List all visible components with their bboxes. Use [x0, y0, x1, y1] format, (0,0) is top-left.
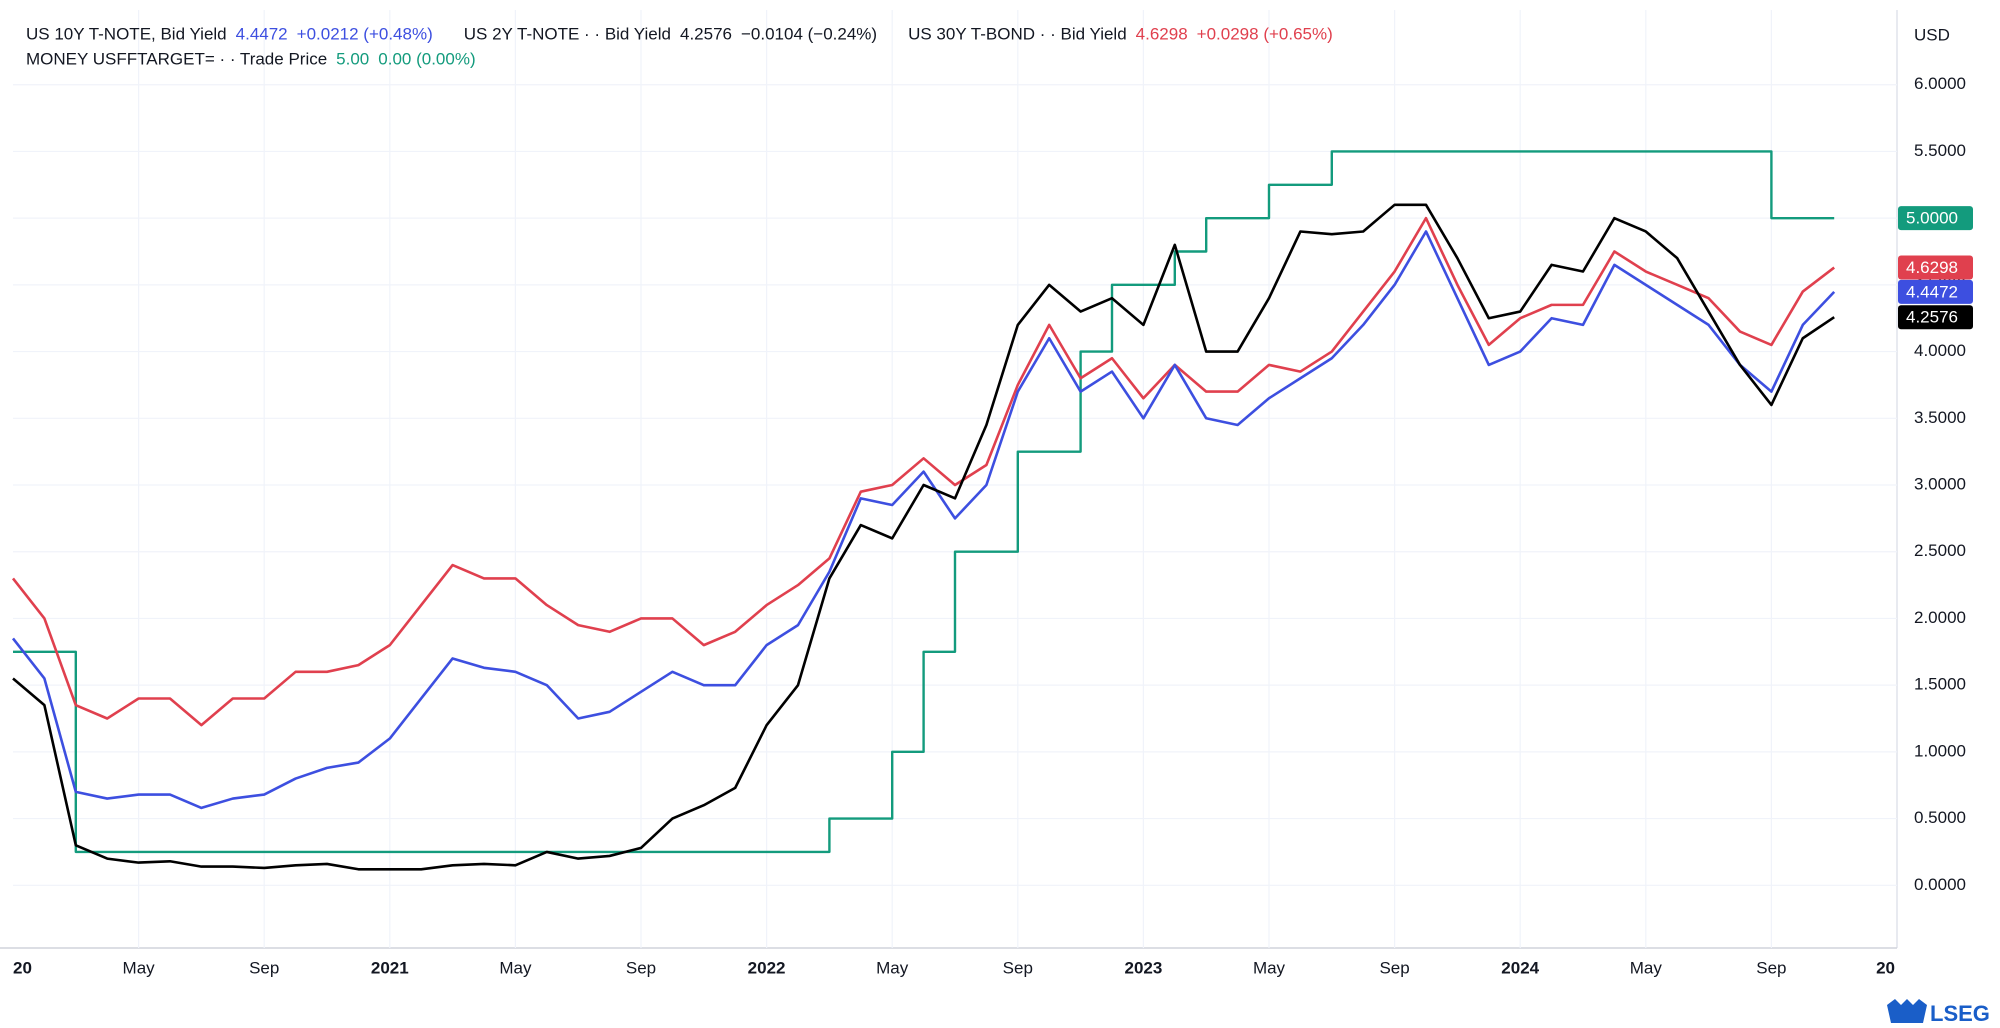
legend-entry: US 30Y T-BOND · · Bid Yield 4.6298 +0.0298… [908, 24, 1333, 43]
last-value-badge: 4.2576 [1898, 305, 1973, 330]
last-value-badge: 4.4472 [1898, 279, 1973, 304]
x-tick-label: May [1630, 958, 1663, 977]
legend-change: 0.00 (0.00%) [378, 49, 475, 68]
currency-label: USD [1914, 25, 1950, 44]
legend-last-value: 5.00 [336, 49, 369, 68]
legend-name: US 30Y T-BOND · · Bid Yield [908, 24, 1127, 43]
badge-label: 4.6298 [1906, 258, 1958, 277]
x-tick-label: Sep [1003, 958, 1033, 977]
badge-label: 4.4472 [1906, 282, 1958, 301]
x-tick-label: 2024 [1501, 958, 1539, 977]
legend-change: +0.0212 (+0.48%) [297, 24, 433, 43]
x-tick-label: Sep [626, 958, 656, 977]
x-tick-label: May [123, 958, 156, 977]
badge-label: 5.0000 [1906, 209, 1958, 228]
badge-box [1898, 255, 1973, 280]
x-tick-label: Sep [1379, 958, 1409, 977]
logo-icon [1887, 999, 1927, 1023]
legend-entry: MONEY USFFTARGET= · · Trade Price 5.00 0.0… [26, 49, 476, 68]
legend-last-value: 4.4472 [236, 24, 288, 43]
x-tick-label: May [876, 958, 909, 977]
legend-entry: US 2Y T-NOTE · · Bid Yield 4.2576 −0.0104 … [464, 24, 877, 43]
x-tick-label: Sep [249, 958, 279, 977]
legend-change: −0.0104 (−0.24%) [741, 24, 877, 43]
legend-name: MONEY USFFTARGET= · · Trade Price [26, 49, 327, 68]
y-tick-label: 3.5000 [1914, 408, 1966, 427]
y-tick-label: 6.0000 [1914, 74, 1966, 93]
y-tick-label: 1.5000 [1914, 675, 1966, 694]
x-tick-label: May [1253, 958, 1286, 977]
series-line [11, 216, 1835, 727]
y-tick-label: 4.0000 [1914, 341, 1966, 360]
x-tick-label: 20 [13, 958, 32, 977]
y-tick-label: 2.0000 [1914, 608, 1966, 627]
brand-logo: LSEG [1887, 999, 1990, 1026]
last-value-badge: 4.6298 [1898, 255, 1973, 280]
x-tick-label: 2021 [371, 958, 409, 977]
brand-name: LSEG [1930, 1001, 1990, 1026]
x-tick-label: 20 [1876, 958, 1895, 977]
x-tick-label: 2023 [1124, 958, 1162, 977]
y-tick-label: 2.5000 [1914, 541, 1966, 560]
y-tick-label: 3.0000 [1914, 474, 1966, 493]
badge-box [1898, 305, 1973, 330]
legend-name: US 2Y T-NOTE · · Bid Yield [464, 24, 671, 43]
series-line [12, 203, 1835, 871]
legend-last-value: 4.6298 [1136, 24, 1188, 43]
y-tick-label: 5.5000 [1914, 141, 1966, 160]
x-tick-label: May [499, 958, 532, 977]
legend-name: US 10Y T-NOTE, Bid Yield [26, 24, 227, 43]
y-tick-label: 0.0000 [1914, 875, 1966, 894]
legend-entry: US 10Y T-NOTE, Bid Yield 4.4472 +0.0212 (+… [26, 24, 433, 43]
badge-label: 4.2576 [1906, 308, 1958, 327]
x-tick-label: Sep [1756, 958, 1786, 977]
y-tick-label: 0.5000 [1914, 808, 1966, 827]
badge-box [1898, 279, 1973, 304]
x-tick-label: 2022 [748, 958, 786, 977]
legend-change: +0.0298 (+0.65%) [1197, 24, 1333, 43]
legend-last-value: 4.2576 [680, 24, 732, 43]
badge-box [1898, 206, 1973, 231]
y-tick-label: 1.0000 [1914, 741, 1966, 760]
last-value-badge: 5.0000 [1898, 206, 1973, 231]
series-line [13, 150, 1835, 854]
series-line [11, 230, 1836, 810]
